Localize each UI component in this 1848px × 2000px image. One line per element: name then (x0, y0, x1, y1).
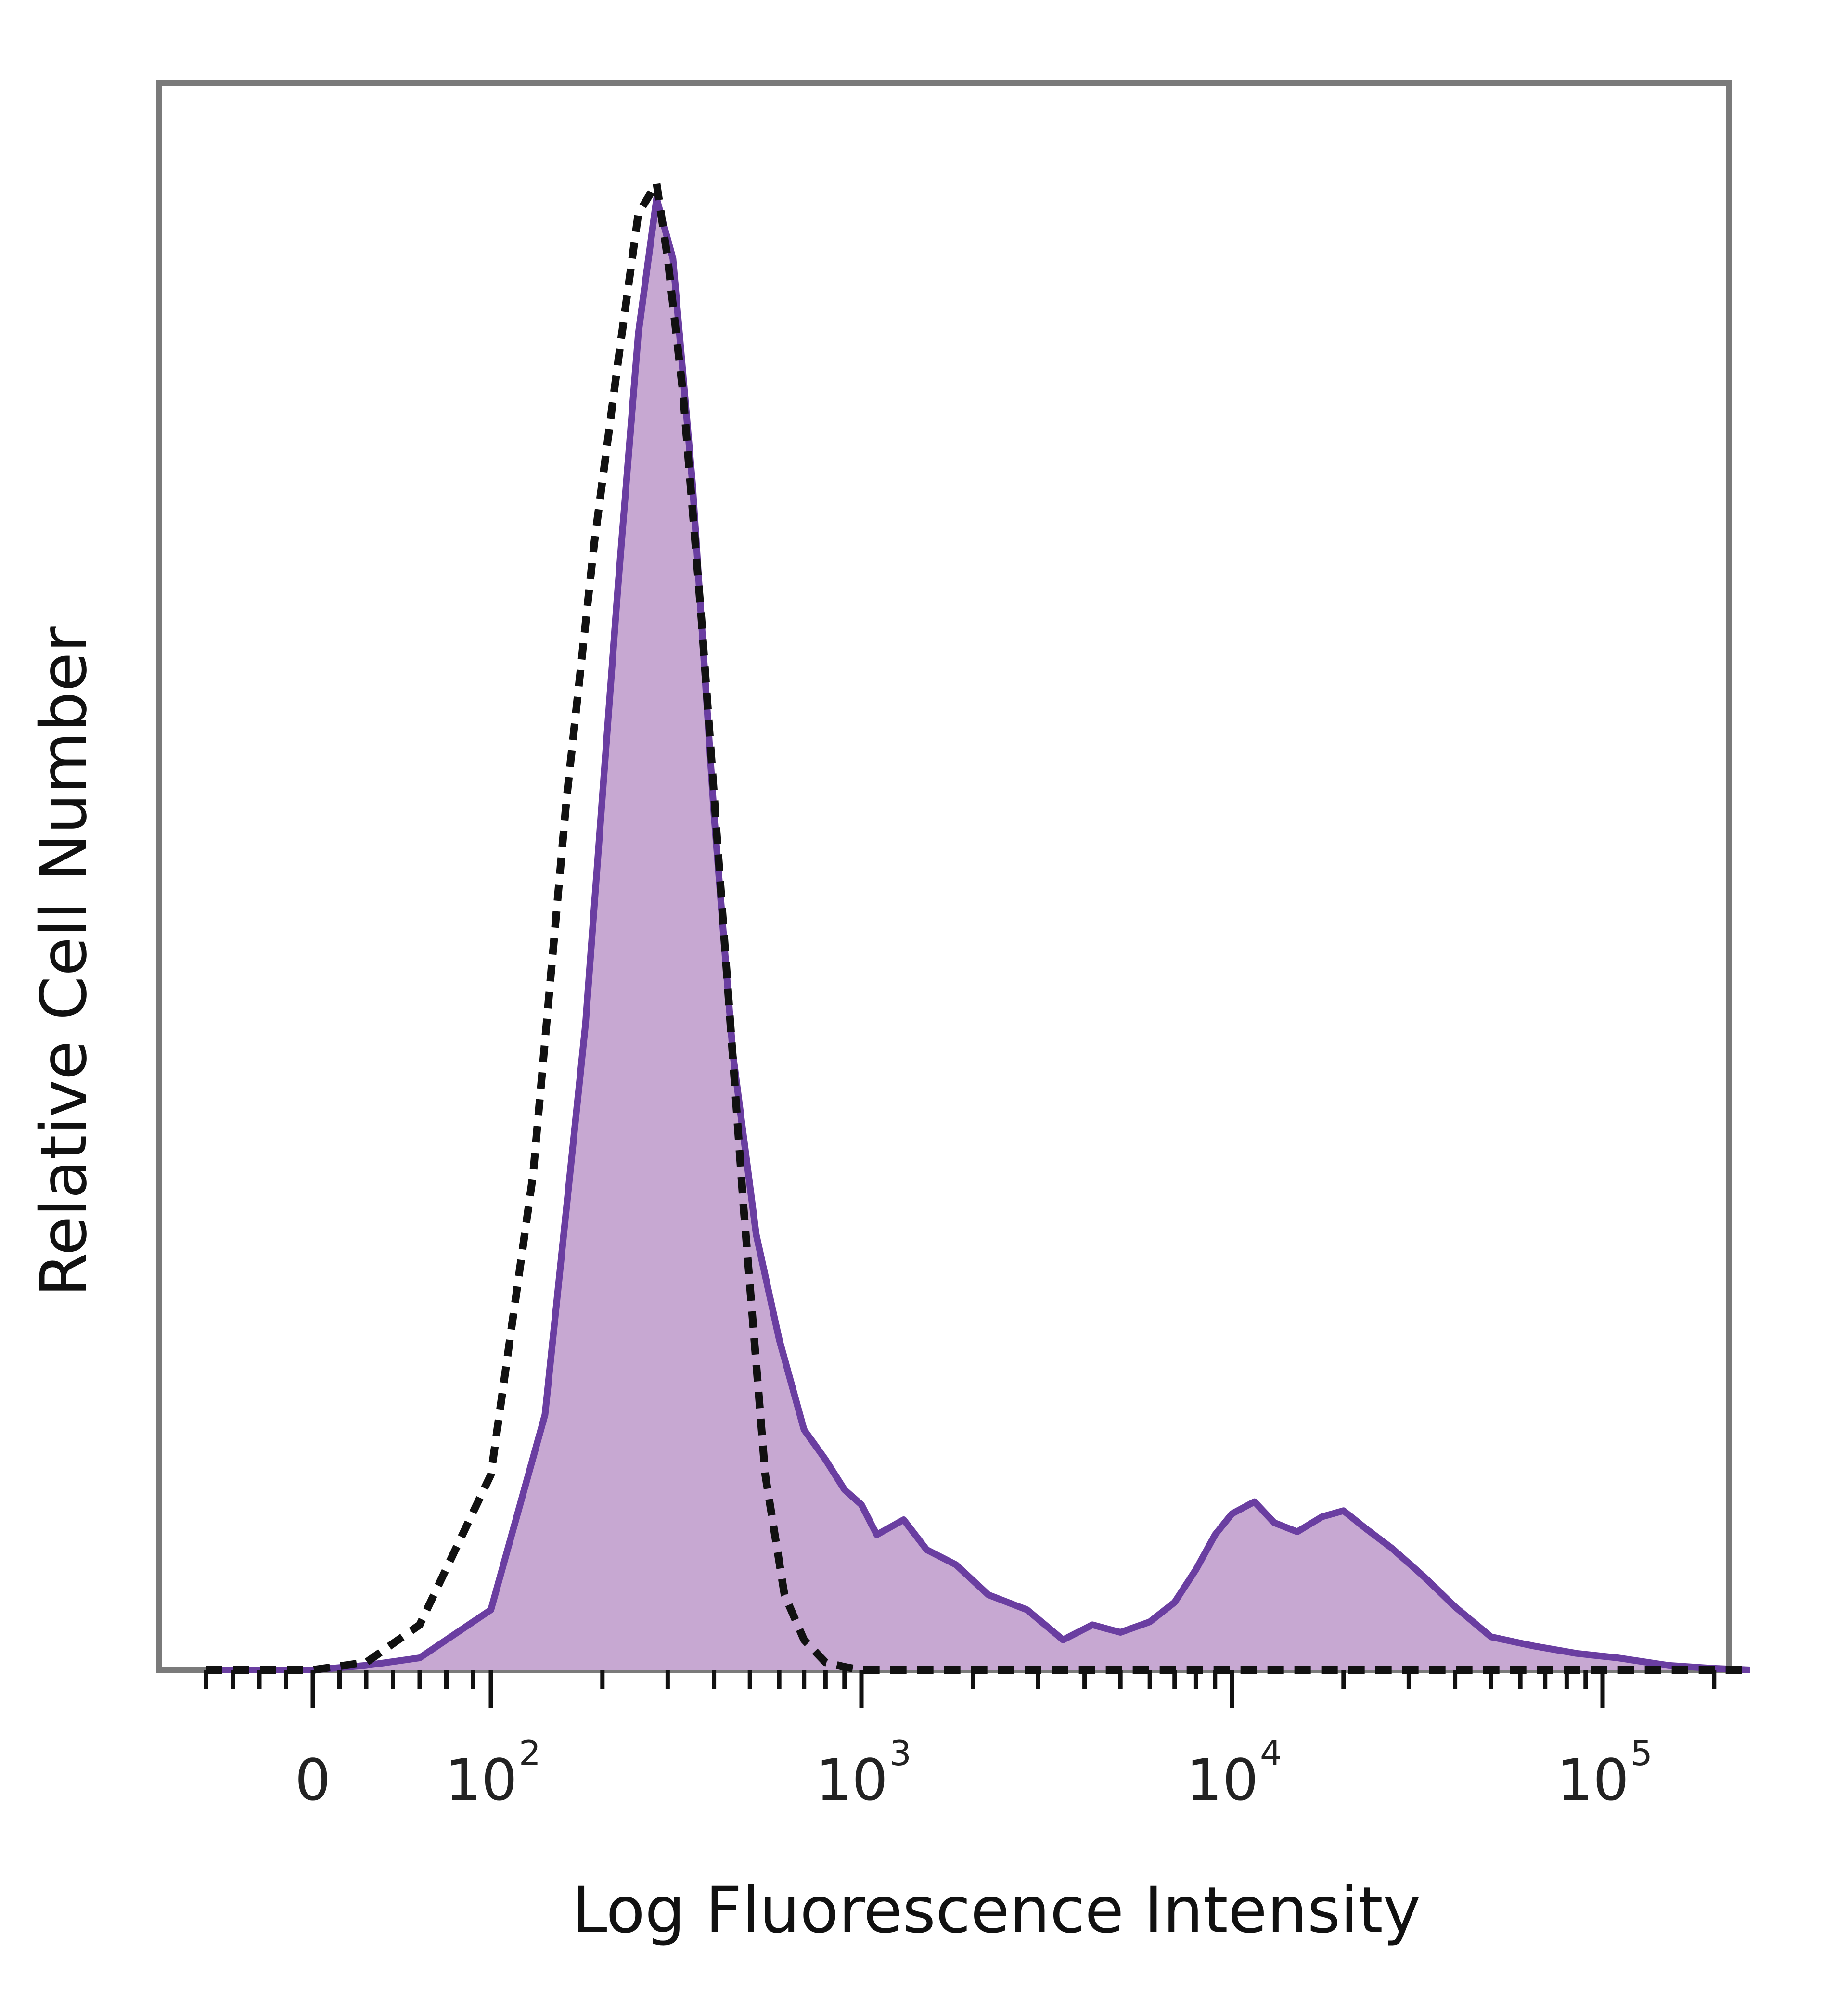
x-axis-tick-labels: 0 10 2 10 3 10 4 10 5 (295, 1733, 1652, 1813)
x-tick-label: 10 (1557, 1747, 1629, 1813)
x-axis-label: Log Fluorescence Intensity (572, 1873, 1421, 1948)
filled-histogram-outline (206, 195, 1750, 1673)
x-tick-label: 10 (1186, 1747, 1258, 1813)
x-tick-exponent: 5 (1630, 1733, 1653, 1773)
x-tick-exponent: 3 (889, 1733, 911, 1773)
x-tick-exponent: 4 (1260, 1733, 1282, 1773)
x-tick-exponent: 2 (519, 1733, 541, 1773)
x-axis-minor-ticks (204, 1670, 1717, 1689)
plot-frame (156, 80, 1732, 1673)
control-dashed-histogram (206, 179, 1750, 1674)
filled-histogram-area (206, 198, 1750, 1670)
x-tick-label: 0 (295, 1747, 331, 1813)
x-axis-major-ticks (310, 1670, 1605, 1708)
x-tick-label: 10 (816, 1747, 888, 1813)
x-tick-label: 10 (445, 1747, 517, 1813)
y-axis-label: Relative Cell Number (27, 626, 101, 1297)
